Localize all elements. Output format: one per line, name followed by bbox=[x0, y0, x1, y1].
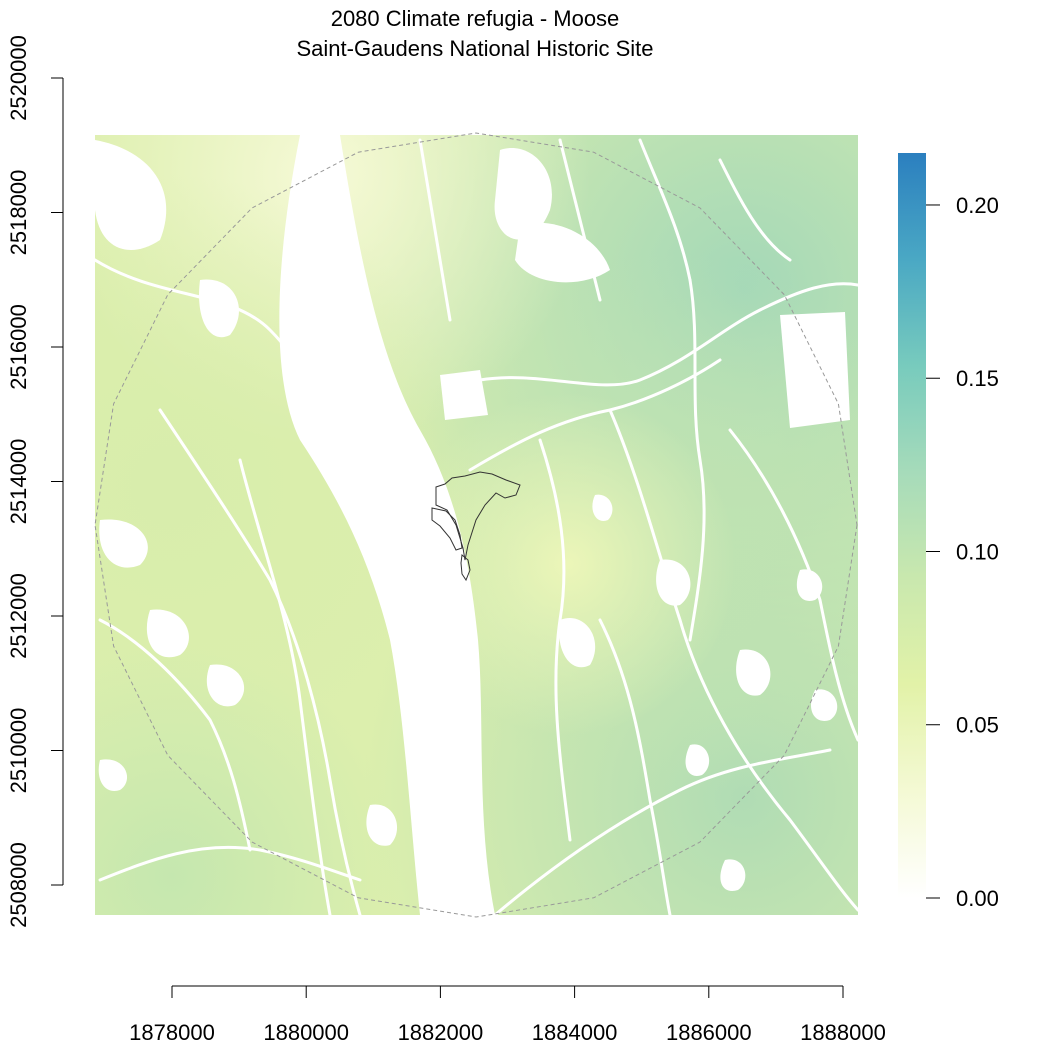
nodata-patch bbox=[810, 689, 838, 721]
road bbox=[95, 258, 332, 432]
x-tick-label: 1884000 bbox=[532, 1020, 618, 1045]
nodata-patch bbox=[440, 370, 488, 420]
nodata-patch bbox=[494, 148, 552, 240]
road bbox=[538, 438, 572, 842]
road bbox=[238, 458, 332, 915]
road bbox=[688, 278, 706, 642]
nodata-patch bbox=[515, 222, 610, 283]
nodata-patch bbox=[720, 859, 746, 891]
road bbox=[728, 428, 858, 742]
nodata-patch bbox=[199, 279, 239, 338]
nodata-patch bbox=[780, 312, 850, 428]
nodata-areas bbox=[95, 135, 850, 915]
y-tick-label: 2512000 bbox=[6, 573, 31, 659]
park-boundary-strip bbox=[431, 507, 463, 551]
map-title: 2080 Climate refugia - Moose bbox=[330, 6, 620, 31]
x-tick-label: 1880000 bbox=[263, 1020, 349, 1045]
map-subtitle: Saint-Gaudens National Historic Site bbox=[296, 36, 654, 61]
nodata-patch bbox=[99, 519, 148, 568]
park-boundary-north bbox=[435, 471, 521, 561]
nodata-patch bbox=[796, 569, 823, 601]
y-tick-label: 2514000 bbox=[6, 439, 31, 525]
park-boundary bbox=[431, 471, 521, 582]
nodata-patch bbox=[559, 618, 596, 668]
x-tick-label: 1878000 bbox=[129, 1020, 215, 1045]
road bbox=[493, 748, 832, 915]
y-tick-label: 2516000 bbox=[6, 304, 31, 390]
legend-colorbar bbox=[898, 153, 926, 898]
x-tick-label: 1882000 bbox=[398, 1020, 484, 1045]
road bbox=[98, 845, 362, 882]
legend: 0.00 0.05 0.10 0.15 0.20 bbox=[898, 153, 999, 911]
y-tick-label: 2518000 bbox=[6, 170, 31, 256]
road bbox=[98, 618, 252, 852]
y-tick-label: 2508000 bbox=[6, 842, 31, 928]
nodata-patch bbox=[736, 649, 771, 696]
nodata-patch bbox=[95, 140, 167, 250]
nodata-patch bbox=[685, 744, 710, 776]
y-tick-label: 2510000 bbox=[6, 708, 31, 794]
nodata-patch bbox=[98, 759, 128, 791]
legend-tick-label: 0.10 bbox=[956, 539, 999, 564]
nodata-patch bbox=[592, 494, 613, 521]
y-tick-label: 2520000 bbox=[6, 35, 31, 121]
x-tick-label: 1888000 bbox=[800, 1020, 886, 1045]
nodata-patch bbox=[366, 804, 398, 846]
road bbox=[638, 138, 692, 282]
legend-tick-label: 0.15 bbox=[956, 366, 999, 391]
nodata-patch bbox=[146, 609, 189, 658]
x-tick-label: 1886000 bbox=[666, 1020, 752, 1045]
road bbox=[418, 138, 452, 322]
road bbox=[608, 408, 858, 912]
axes: 1878000 1880000 1882000 1884000 1886000 18880… bbox=[6, 35, 886, 1045]
legend-tick-label: 0.05 bbox=[956, 713, 999, 738]
road bbox=[598, 618, 672, 915]
nodata-patch bbox=[206, 664, 245, 707]
legend-tick-label: 0.00 bbox=[956, 886, 999, 911]
legend-tick-label: 0.20 bbox=[956, 193, 999, 218]
river-corridor bbox=[279, 135, 495, 915]
raster-layer bbox=[95, 135, 858, 915]
road bbox=[158, 408, 362, 915]
road bbox=[718, 158, 792, 262]
road-network bbox=[95, 138, 858, 915]
road bbox=[558, 138, 602, 302]
park-boundary-south bbox=[460, 554, 471, 582]
